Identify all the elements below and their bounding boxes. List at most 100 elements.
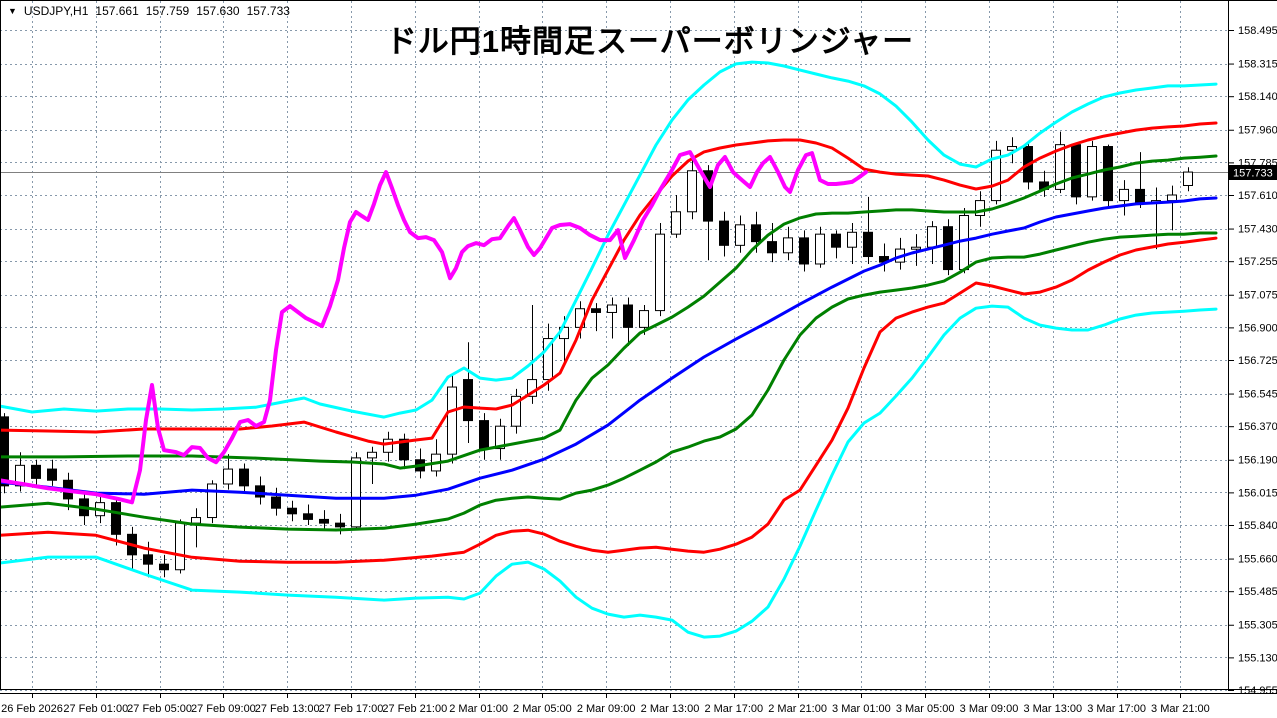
candle-bearish bbox=[159, 563, 169, 571]
price-axis-label: 156.370 bbox=[1238, 421, 1277, 433]
price-axis-label: 158.495 bbox=[1238, 25, 1277, 37]
candle-bullish bbox=[639, 310, 649, 328]
candle-bearish bbox=[591, 308, 601, 313]
series-bollinger_plus_1sigma bbox=[0, 154, 1218, 470]
time-axis-label: 27 Feb 21:00 bbox=[382, 703, 447, 715]
candle-bearish bbox=[47, 468, 57, 481]
ohlc-close-value: 157.733 bbox=[246, 4, 290, 18]
ohlc-open-value: 157.661 bbox=[95, 4, 139, 18]
time-axis-label: 3 Mar 01:00 bbox=[832, 703, 891, 715]
price-axis-label: 157.255 bbox=[1238, 256, 1277, 268]
candle-bullish bbox=[495, 425, 505, 450]
time-axis-label: 2 Mar 01:00 bbox=[449, 703, 508, 715]
time-axis-label: 27 Feb 09:00 bbox=[191, 703, 256, 715]
symbol-expander-icon[interactable]: ▼ bbox=[8, 6, 17, 16]
candle-bearish bbox=[111, 502, 121, 535]
candles-layer bbox=[0, 131, 1193, 578]
candle-bearish bbox=[1135, 188, 1145, 203]
series-layer bbox=[0, 60, 1218, 639]
time-axis-label: 2 Mar 09:00 bbox=[577, 703, 636, 715]
candle-bullish bbox=[223, 468, 233, 485]
candle-bullish bbox=[1183, 171, 1193, 186]
price-axis-label: 155.840 bbox=[1238, 520, 1277, 532]
price-axis-label: 155.305 bbox=[1238, 620, 1277, 632]
time-axis-label: 27 Feb 13:00 bbox=[255, 703, 320, 715]
candle-bearish bbox=[399, 438, 409, 461]
candle-bearish bbox=[1103, 146, 1113, 202]
candle-bearish bbox=[31, 464, 41, 479]
candle-bearish bbox=[255, 485, 265, 498]
series-bollinger_minus_2sigma bbox=[0, 236, 1218, 564]
candle-bullish bbox=[15, 464, 25, 487]
series-bollinger_plus_3sigma bbox=[0, 60, 1218, 419]
candle-bullish bbox=[815, 233, 825, 265]
time-axis-label: 2 Mar 05:00 bbox=[513, 703, 572, 715]
price-tag-value: 157.733 bbox=[1233, 168, 1273, 180]
candle-bearish bbox=[303, 513, 313, 520]
candle-bearish bbox=[463, 379, 473, 422]
candle-bullish bbox=[927, 226, 937, 248]
candle-bullish bbox=[911, 246, 921, 250]
candle-bullish bbox=[687, 170, 697, 213]
candle-bearish bbox=[239, 468, 249, 487]
price-axis-label: 158.140 bbox=[1238, 91, 1277, 103]
candle-bullish bbox=[543, 338, 553, 381]
time-axis-label: 2 Mar 13:00 bbox=[641, 703, 700, 715]
candle-bullish bbox=[655, 233, 665, 312]
time-axis-label: 2 Mar 21:00 bbox=[768, 703, 827, 715]
time-axis-label: 27 Feb 01:00 bbox=[63, 703, 128, 715]
price-axis-label: 157.075 bbox=[1238, 290, 1277, 302]
candle-bullish bbox=[783, 237, 793, 254]
price-axis-label: 157.610 bbox=[1238, 190, 1277, 202]
time-axis-label: 3 Mar 09:00 bbox=[960, 703, 1019, 715]
price-axis-label: 155.660 bbox=[1238, 554, 1277, 566]
time-axis-label: 3 Mar 21:00 bbox=[1151, 703, 1210, 715]
candle-bullish bbox=[1119, 188, 1129, 202]
candle-bearish bbox=[943, 226, 953, 271]
time-axis-label: 2 Mar 17:00 bbox=[704, 703, 763, 715]
series-bollinger_minus_3sigma bbox=[0, 304, 1218, 639]
series-sma_center bbox=[0, 196, 1218, 500]
candle-bearish bbox=[335, 522, 345, 528]
candle-bearish bbox=[0, 416, 9, 487]
candle-bullish bbox=[207, 483, 217, 519]
candle-bearish bbox=[623, 304, 633, 328]
price-axis-label: 156.725 bbox=[1238, 355, 1277, 367]
candle-bullish bbox=[367, 451, 377, 459]
price-axis[interactable]: 158.495158.315158.140157.960157.785157.6… bbox=[1228, 25, 1277, 697]
frame-layer bbox=[0, 0, 1277, 694]
candle-bearish bbox=[751, 224, 761, 243]
price-axis-label: 156.900 bbox=[1238, 322, 1277, 334]
time-axis-label: 26 Feb 2026 bbox=[1, 703, 63, 715]
price-axis-label: 156.015 bbox=[1238, 487, 1277, 499]
candle-bullish bbox=[671, 211, 681, 235]
time-axis-label: 3 Mar 05:00 bbox=[896, 703, 955, 715]
candle-bearish bbox=[703, 170, 713, 222]
price-axis-label: 157.430 bbox=[1238, 224, 1277, 236]
time-axis-label: 27 Feb 05:00 bbox=[127, 703, 192, 715]
candle-bullish bbox=[175, 522, 185, 571]
candle-bearish bbox=[143, 554, 153, 565]
candle-bullish bbox=[991, 149, 1001, 202]
candle-bullish bbox=[1055, 144, 1065, 190]
price-tag-box bbox=[1229, 165, 1277, 180]
candle-bullish bbox=[191, 517, 201, 524]
price-axis-label: 155.130 bbox=[1238, 652, 1277, 664]
series-bollinger_plus_2sigma bbox=[0, 121, 1218, 446]
candle-bearish bbox=[319, 518, 329, 524]
price-axis-label: 157.960 bbox=[1238, 125, 1277, 137]
candle-bearish bbox=[767, 241, 777, 254]
candle-bearish bbox=[479, 420, 489, 450]
candle-bullish bbox=[383, 438, 393, 453]
price-axis-label: 155.485 bbox=[1238, 586, 1277, 598]
time-axis-label: 3 Mar 13:00 bbox=[1023, 703, 1082, 715]
price-axis-label: 156.190 bbox=[1238, 455, 1277, 467]
candle-bearish bbox=[1071, 144, 1081, 198]
price-axis-label: 156.545 bbox=[1238, 389, 1277, 401]
symbol-period-label: USDJPY,H1 bbox=[23, 4, 89, 18]
candle-bullish bbox=[959, 215, 969, 271]
candle-bullish bbox=[511, 395, 521, 427]
